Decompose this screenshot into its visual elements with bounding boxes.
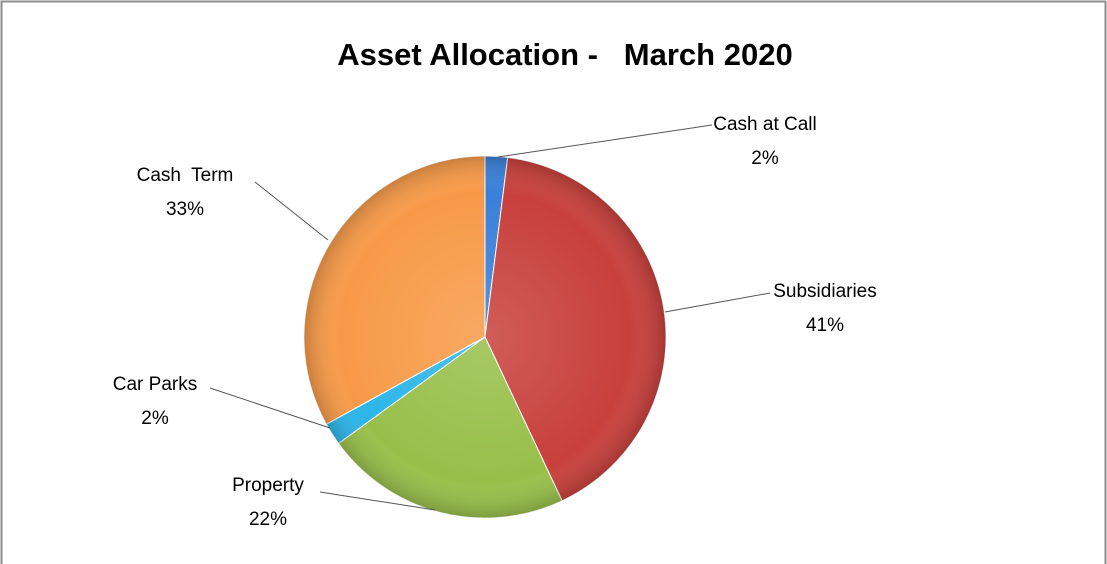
slice-label: Car Parks xyxy=(113,374,197,395)
leader-line xyxy=(209,387,331,429)
slice-value-label: 22% xyxy=(249,509,287,530)
leader-line xyxy=(319,491,436,511)
slice-value-label: 2% xyxy=(751,148,779,169)
chart-title: Asset Allocation - March 2020 xyxy=(337,37,792,72)
leader-line xyxy=(664,292,771,313)
leader-line xyxy=(497,124,713,158)
slice-label: Subsidiaries xyxy=(773,281,877,302)
slice-value-label: 2% xyxy=(141,408,169,429)
slice-label: Cash Term xyxy=(137,165,234,186)
slice-label: Property xyxy=(232,475,304,496)
slice-label: Cash at Call xyxy=(713,114,817,135)
leader-line xyxy=(254,181,329,241)
slice-value-label: 41% xyxy=(806,315,844,336)
slice-value-label: 33% xyxy=(166,199,204,220)
